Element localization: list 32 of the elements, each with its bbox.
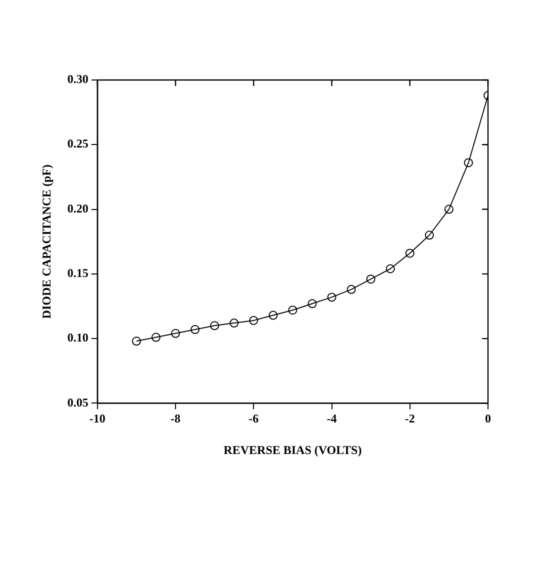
point bbox=[190, 325, 200, 334]
x-axis-title: REVERSE BIAS (VOLTS) bbox=[224, 442, 362, 457]
point bbox=[210, 321, 220, 330]
point bbox=[366, 274, 376, 284]
y-tick-label: 0.05 bbox=[67, 395, 88, 410]
point bbox=[346, 284, 356, 294]
point bbox=[132, 336, 141, 346]
x-tick-label: -10 bbox=[89, 411, 106, 426]
point bbox=[444, 204, 454, 214]
point bbox=[424, 230, 434, 240]
y-tick-label: 0.25 bbox=[67, 136, 88, 151]
point bbox=[288, 306, 298, 315]
point bbox=[268, 310, 278, 320]
x-tick-label: -4 bbox=[326, 411, 337, 426]
point bbox=[327, 292, 336, 302]
point bbox=[151, 332, 160, 342]
point bbox=[171, 328, 180, 338]
point bbox=[230, 318, 239, 328]
point bbox=[405, 248, 414, 258]
y-axis-title: DIODE CAPACITANCE (pF) bbox=[39, 164, 54, 319]
point bbox=[386, 264, 395, 274]
y-tick-label: 0.20 bbox=[67, 201, 88, 216]
x-tick-label: -8 bbox=[170, 411, 181, 426]
x-tick-label: -6 bbox=[248, 411, 259, 426]
y-tick-label: 0.10 bbox=[67, 330, 88, 345]
x-tick-label: -2 bbox=[404, 411, 415, 426]
point bbox=[464, 158, 473, 168]
point bbox=[308, 299, 317, 308]
point bbox=[249, 316, 258, 325]
y-tick-label: 0.30 bbox=[67, 72, 88, 86]
x-tick-label: 0 bbox=[485, 411, 491, 426]
y-tick-label: 0.15 bbox=[67, 266, 88, 280]
